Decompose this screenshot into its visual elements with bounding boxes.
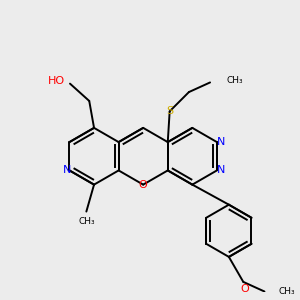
Text: N: N: [217, 137, 225, 147]
Text: S: S: [166, 106, 173, 116]
Text: N: N: [62, 165, 71, 176]
Text: O: O: [240, 284, 249, 294]
Text: CH₃: CH₃: [226, 76, 243, 85]
Text: O: O: [139, 180, 148, 190]
Text: CH₃: CH₃: [279, 287, 296, 296]
Text: CH₃: CH₃: [78, 217, 95, 226]
Text: HO: HO: [48, 76, 65, 86]
Text: N: N: [217, 165, 225, 176]
